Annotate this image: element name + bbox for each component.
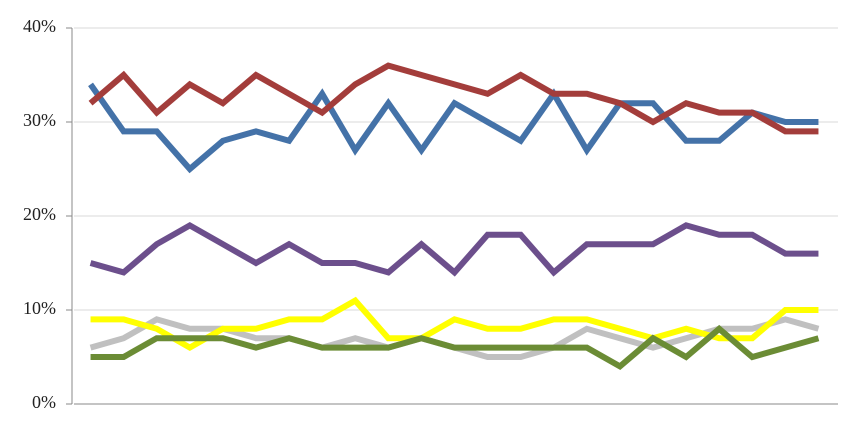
y-tick-label: 40% <box>23 16 56 36</box>
series-line <box>90 324 820 371</box>
y-tick-label: 0% <box>32 392 56 412</box>
y-tick-label: 20% <box>23 204 56 224</box>
series-line <box>90 296 819 352</box>
y-tick-label: 10% <box>23 298 56 318</box>
y-tick-label: 30% <box>23 110 56 130</box>
series-line <box>89 221 819 277</box>
series-line <box>88 62 819 135</box>
series-line <box>88 82 819 174</box>
